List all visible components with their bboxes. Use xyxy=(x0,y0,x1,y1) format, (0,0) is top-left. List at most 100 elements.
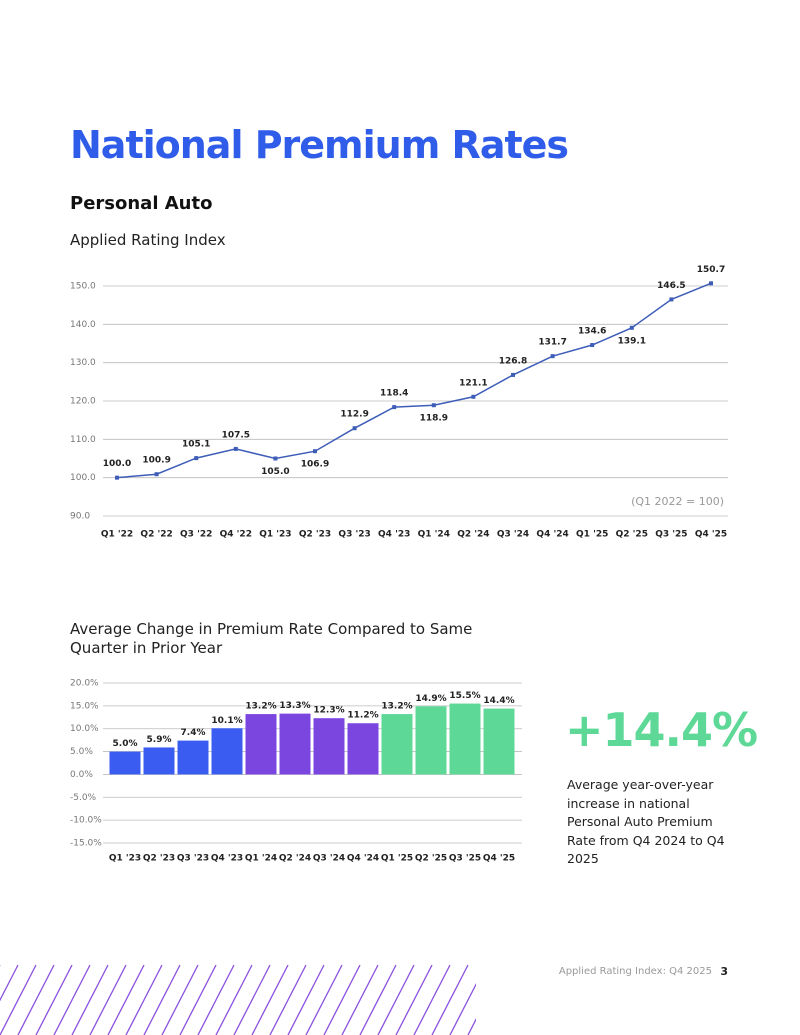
data-point xyxy=(233,446,238,451)
y-tick-label: 150.0 xyxy=(70,282,96,292)
chart-title: Average Change in Premium Rate Compared … xyxy=(70,620,473,657)
data-label: 13.3% xyxy=(279,701,310,711)
data-point xyxy=(313,449,317,454)
footer-text: Applied Rating Index: Q4 2025 xyxy=(558,966,712,977)
data-label: 118.9 xyxy=(420,414,448,424)
callout-text: Average year-over-year increase in natio… xyxy=(567,777,725,866)
x-tick-label: Q4 '23 xyxy=(378,530,410,540)
data-label: 5.0% xyxy=(113,739,138,749)
y-tick-label: 0.0% xyxy=(70,770,93,780)
data-point xyxy=(194,456,199,461)
decor-stripe xyxy=(17,964,55,1035)
bar xyxy=(483,708,515,775)
page-number: 3 xyxy=(720,965,728,978)
x-tick-label: Q1 '24 xyxy=(418,530,450,540)
bar xyxy=(381,714,413,775)
data-label: 100.9 xyxy=(142,456,170,466)
x-tick-label: Q1 '25 xyxy=(576,530,608,540)
chart-annotation: (Q1 2022 = 100) xyxy=(631,495,724,508)
x-tick-label: Q3 '23 xyxy=(338,530,370,540)
bar xyxy=(347,723,379,775)
y-tick-label: -15.0% xyxy=(70,839,102,849)
y-tick-label: -5.0% xyxy=(70,793,97,803)
x-tick-label: Q2 '24 xyxy=(457,530,489,540)
data-label: 105.0 xyxy=(261,467,289,477)
data-label: 105.1 xyxy=(182,440,210,450)
bar xyxy=(245,714,277,775)
bar xyxy=(211,728,243,775)
y-tick-label: -10.0% xyxy=(70,816,102,826)
data-label: 126.8 xyxy=(499,356,527,366)
x-tick-label: Q3 '24 xyxy=(497,530,529,540)
y-tick-label: 130.0 xyxy=(70,358,96,368)
data-point xyxy=(154,472,159,477)
data-label: 121.1 xyxy=(459,378,487,388)
y-tick-label: 20.0% xyxy=(70,679,99,689)
data-point xyxy=(471,394,476,399)
decor-stripe xyxy=(269,964,307,1035)
x-tick-label: Q2 '24 xyxy=(279,854,311,864)
decor-stripe xyxy=(143,964,181,1035)
bar xyxy=(415,706,447,775)
decor-stripe xyxy=(161,964,199,1035)
x-tick-label: Q1 '22 xyxy=(101,530,133,540)
data-label: 13.2% xyxy=(245,702,276,712)
decor-stripe xyxy=(107,964,145,1035)
data-label: 5.9% xyxy=(147,735,172,745)
y-tick-label: 10.0% xyxy=(70,724,99,734)
data-label: 134.6 xyxy=(578,327,606,337)
data-point xyxy=(511,372,515,377)
x-tick-label: Q4 '24 xyxy=(536,530,568,540)
decor-stripe xyxy=(359,964,397,1035)
chart-title: Applied Rating Index xyxy=(70,231,226,249)
decor-stripe xyxy=(305,964,343,1035)
x-tick-label: Q3 '22 xyxy=(180,530,212,540)
data-label: 11.2% xyxy=(347,711,378,721)
decor-stripe xyxy=(125,964,163,1035)
bar xyxy=(143,747,175,775)
decor-mask xyxy=(476,960,800,1035)
y-tick-label: 90.0 xyxy=(70,512,90,522)
decor-stripe xyxy=(323,964,361,1035)
data-label: 14.9% xyxy=(415,694,446,704)
x-tick-label: Q2 '23 xyxy=(143,854,175,864)
data-point xyxy=(550,354,555,359)
y-tick-label: 100.0 xyxy=(70,473,96,483)
decor-stripe xyxy=(287,964,325,1035)
x-tick-label: Q2 '22 xyxy=(140,530,172,540)
decor-stripe xyxy=(71,964,109,1035)
decor-stripe xyxy=(0,964,19,1002)
decor-stripe xyxy=(431,964,469,1035)
bar xyxy=(313,718,345,775)
data-label: 100.0 xyxy=(103,459,131,469)
x-tick-label: Q3 '25 xyxy=(449,854,481,864)
decor-stripe xyxy=(341,964,379,1035)
section-title: Personal Auto xyxy=(70,193,213,214)
y-tick-label: 120.0 xyxy=(70,397,96,407)
data-label: 14.4% xyxy=(483,696,514,706)
data-label: 10.1% xyxy=(211,716,242,726)
x-tick-label: Q4 '22 xyxy=(220,530,252,540)
x-tick-label: Q2 '25 xyxy=(415,854,447,864)
decor-stripe xyxy=(0,964,37,1035)
x-tick-label: Q1 '23 xyxy=(259,530,291,540)
x-tick-label: Q3 '23 xyxy=(177,854,209,864)
data-label: 12.3% xyxy=(313,706,344,716)
data-label: 7.4% xyxy=(181,728,206,738)
y-tick-label: 110.0 xyxy=(70,435,96,445)
x-tick-label: Q1 '25 xyxy=(381,854,413,864)
y-tick-label: 5.0% xyxy=(70,747,93,757)
data-label: 15.5% xyxy=(449,691,480,701)
data-point xyxy=(669,297,674,302)
callout-value: +14.4% xyxy=(565,703,758,757)
bar xyxy=(449,703,481,775)
x-tick-label: Q3 '24 xyxy=(313,854,345,864)
data-label: 150.7 xyxy=(697,265,725,275)
data-point xyxy=(590,343,595,348)
data-point xyxy=(709,281,713,286)
bar xyxy=(279,713,311,775)
data-label: 146.5 xyxy=(657,281,685,291)
data-label: 13.2% xyxy=(381,702,412,712)
data-point xyxy=(392,405,397,410)
